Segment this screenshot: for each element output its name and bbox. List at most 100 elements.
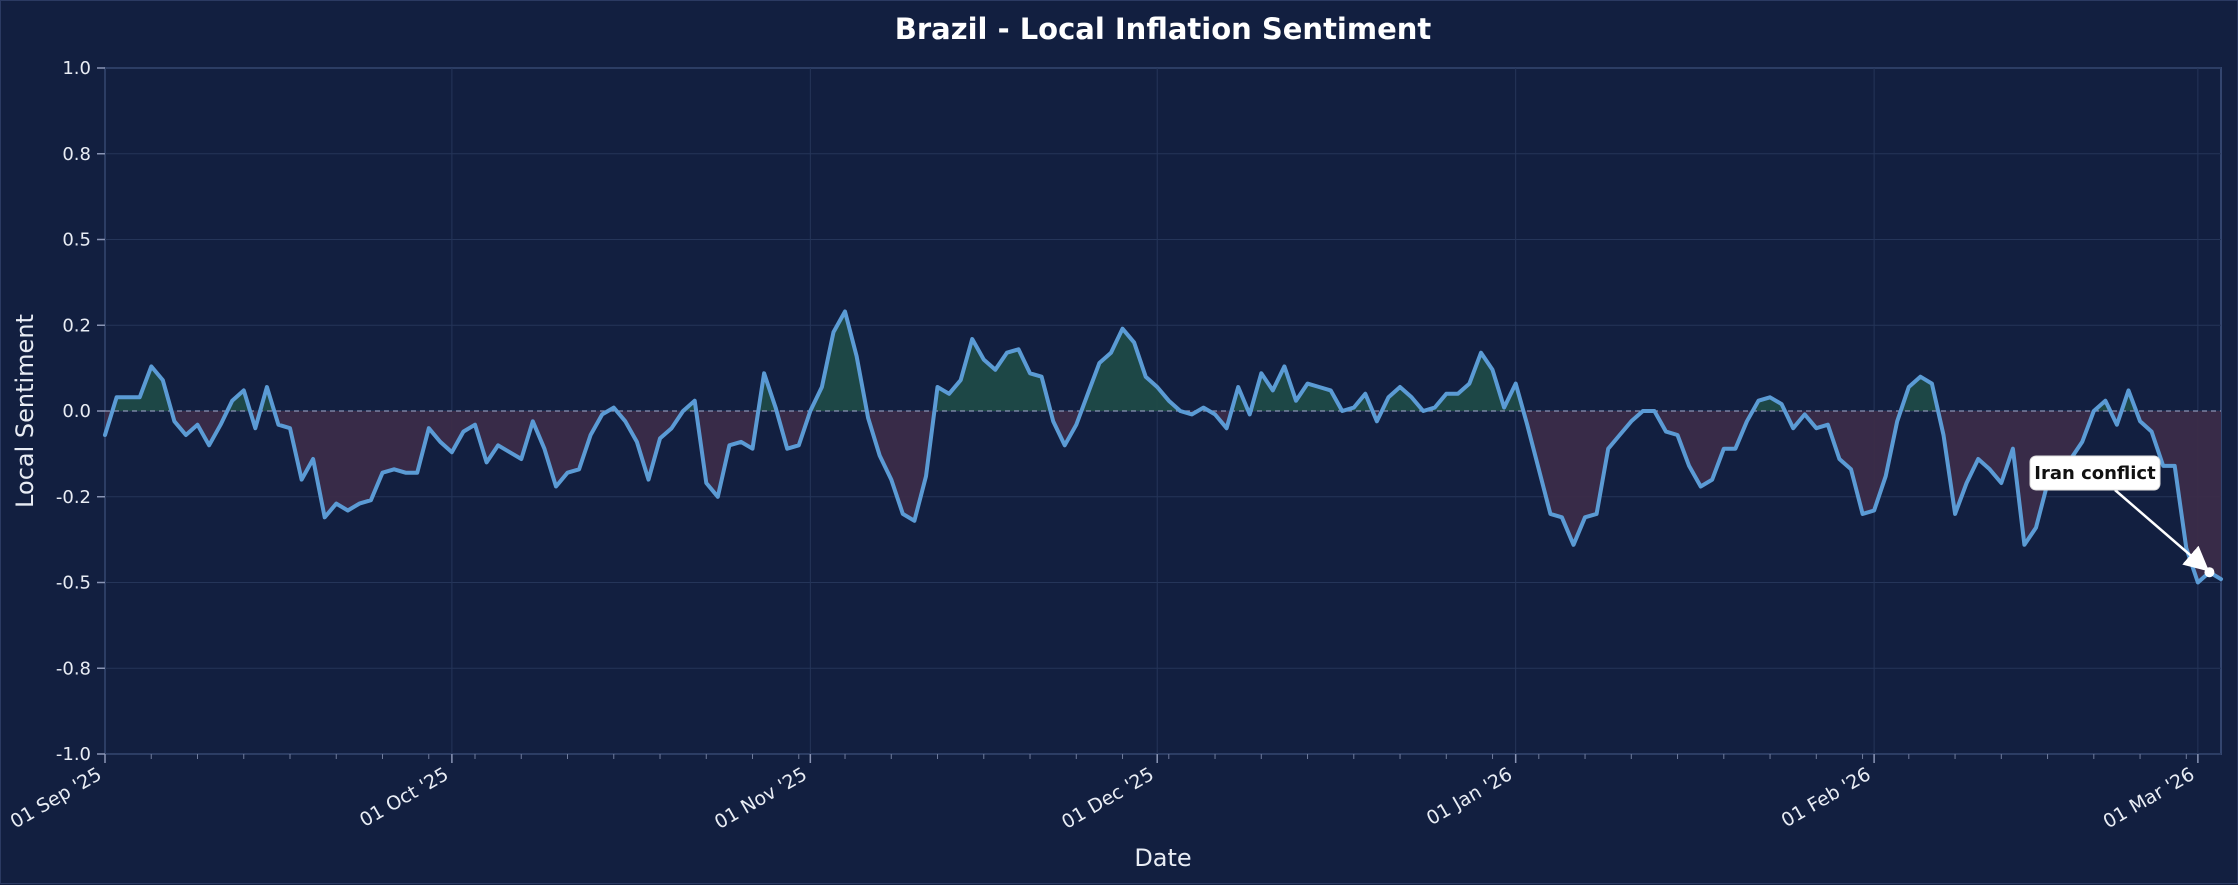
data-point [1942, 433, 1945, 437]
data-point [1491, 368, 1494, 372]
y-tick-label: 0.0 [62, 401, 91, 422]
data-point [566, 471, 569, 475]
data-point [1722, 447, 1726, 451]
data-point [126, 395, 130, 399]
data-point [959, 378, 963, 382]
data-point [762, 371, 766, 375]
data-point [1595, 512, 1599, 516]
data-point [1710, 478, 1714, 482]
data-point [1317, 385, 1321, 389]
data-point [774, 406, 778, 410]
data-point [912, 519, 916, 523]
data-point [149, 364, 153, 368]
annotation-label: Iran conflict [2034, 463, 2156, 484]
data-point [681, 409, 685, 413]
positive-area [1900, 376, 1939, 411]
y-tick-label: 0.2 [62, 315, 91, 336]
negative-area [1784, 411, 1901, 514]
y-tick-label: 0.8 [62, 144, 91, 165]
data-point [1895, 419, 1899, 423]
data-point [1074, 423, 1078, 427]
negative-area [2136, 411, 2221, 583]
y-tick-label: -0.5 [56, 573, 91, 594]
data-point [2138, 419, 2142, 423]
data-point [1456, 392, 1460, 396]
data-point [1387, 395, 1390, 399]
data-point [658, 436, 662, 440]
data-point [866, 416, 870, 420]
x-tick-label: 01 Sep '25 [7, 763, 106, 833]
data-point [1953, 512, 1957, 516]
data-point [623, 419, 627, 423]
data-point [265, 385, 269, 389]
data-point [878, 454, 882, 458]
data-point [1583, 515, 1587, 519]
data-point [1063, 443, 1067, 447]
positive-area [810, 311, 867, 411]
data-point [843, 310, 847, 313]
data-point [936, 385, 939, 389]
data-point [1525, 423, 1529, 427]
data-point [785, 447, 789, 451]
data-point [901, 512, 905, 516]
data-point [1791, 426, 1795, 430]
data-point [1236, 385, 1240, 389]
y-tick-label: 0.5 [62, 230, 91, 251]
data-point [334, 502, 338, 506]
y-axis-label: Local Sentiment [11, 314, 39, 508]
annotation-arrow [2114, 489, 2210, 572]
data-point [1271, 388, 1275, 392]
data-point [1375, 419, 1379, 423]
data-point [1502, 406, 1506, 410]
data-point [1352, 406, 1356, 410]
data-point [2034, 526, 2038, 530]
data-point [1144, 375, 1148, 379]
y-tick-label: -0.2 [56, 487, 91, 508]
data-point [2011, 447, 2015, 451]
data-point [1421, 409, 1425, 413]
data-point [2127, 388, 2130, 392]
data-point [450, 450, 454, 454]
data-point [704, 481, 708, 485]
x-tick-label: 01 Oct '25 [356, 763, 452, 831]
data-point [1259, 371, 1263, 375]
data-point [1282, 364, 1286, 368]
data-point [1109, 351, 1113, 355]
positive-area [1081, 328, 1181, 411]
data-point [392, 467, 396, 471]
data-point [1433, 406, 1437, 410]
data-point [1132, 340, 1136, 344]
data-point [993, 368, 997, 372]
data-point [473, 423, 477, 427]
data-point [1745, 419, 1749, 423]
data-point [207, 443, 211, 447]
x-tick-labels: 01 Sep '25 01 Oct '25 01 Nov '25 01 Dec '25… [7, 754, 2199, 834]
data-point [1479, 351, 1483, 355]
data-point [161, 378, 165, 382]
data-point [1965, 481, 1969, 485]
data-point [924, 474, 928, 478]
data-point [635, 440, 639, 444]
data-point [1040, 375, 1044, 379]
data-point [138, 395, 142, 399]
data-point [1167, 399, 1171, 403]
data-point [1641, 409, 1645, 413]
data-point [1444, 392, 1448, 396]
data-point [1768, 395, 1772, 399]
data-point [670, 426, 674, 430]
data-point [2219, 577, 2223, 581]
negative-area [866, 411, 935, 521]
series-line [103, 309, 2223, 585]
y-tick-labels: 1.0 0.8 0.5 0.2 0.0 -0.2 -0.5 -0.8 -1.0 [56, 58, 105, 765]
data-point [1306, 382, 1309, 386]
data-point [1930, 382, 1934, 386]
data-point [1017, 347, 1020, 351]
data-point [381, 471, 384, 475]
data-point [1514, 382, 1518, 386]
x-tick-label: 01 Mar '26 [2099, 763, 2198, 833]
data-point [1086, 392, 1090, 396]
data-point [855, 354, 859, 358]
data-point [1733, 447, 1737, 451]
data-point [647, 478, 650, 482]
data-point [1051, 419, 1055, 423]
